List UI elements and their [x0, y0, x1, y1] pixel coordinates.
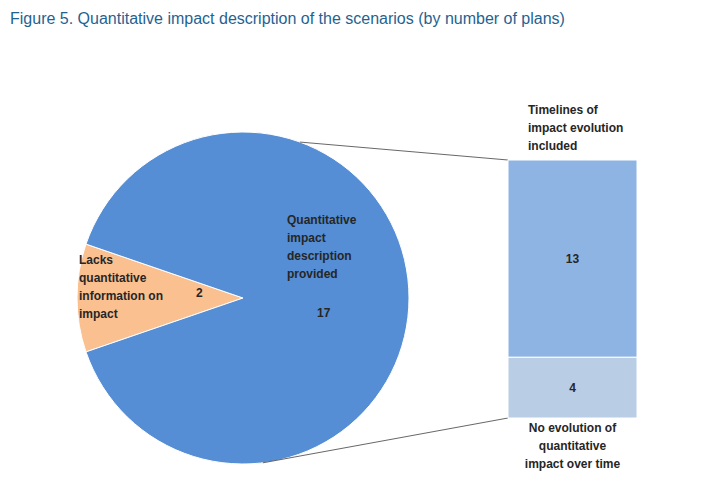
connector [300, 142, 508, 160]
label-line: quantitative [539, 439, 607, 453]
labels: Figure 5. Quantitative impact descriptio… [10, 10, 623, 471]
label-line: Timelines of [528, 103, 599, 117]
label-line: quantitative [79, 271, 147, 285]
label-line: impact over time [525, 457, 621, 471]
label-line: Lacks [79, 253, 113, 267]
chart: Figure 5. Quantitative impact descriptio… [0, 0, 708, 489]
stacked-bar [508, 160, 637, 418]
label-line: included [528, 139, 577, 153]
label-line: No evolution of [529, 421, 617, 435]
title: Figure 5. Quantitative impact descriptio… [10, 10, 565, 27]
pie [77, 132, 409, 464]
category-label: Timelines of impact evolution included [528, 103, 623, 153]
label-line: Quantitative [287, 213, 357, 227]
slice-label: Quantitative impact description provided [287, 213, 357, 281]
data-label: 2 [196, 286, 203, 300]
label-line: information on [79, 289, 163, 303]
bar-segment [508, 160, 637, 357]
connector [263, 418, 508, 463]
data-label: 13 [566, 252, 580, 266]
bar-segment [508, 357, 637, 418]
label-line: impact evolution [528, 121, 623, 135]
data-label: 4 [569, 381, 576, 395]
label-line: description [287, 249, 352, 263]
data-label: 17 [317, 306, 331, 320]
plot-area [77, 132, 637, 464]
category-label: No evolution of quantitative impact over t… [525, 421, 621, 471]
slice-label: Lacks quantitative information on impact [79, 253, 163, 321]
label-line: impact [287, 231, 326, 245]
label-line: impact [79, 307, 118, 321]
label-line: provided [287, 267, 338, 281]
